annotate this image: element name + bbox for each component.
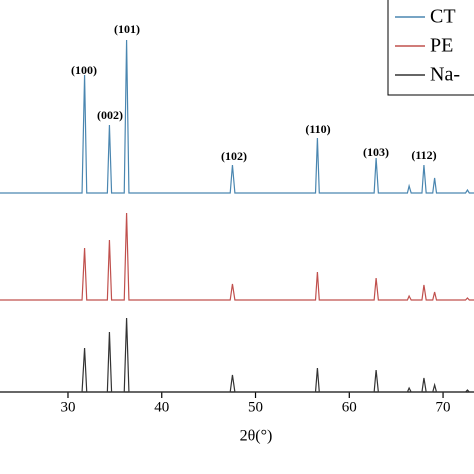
peak-label: (101) bbox=[114, 22, 140, 36]
series-line bbox=[0, 317, 474, 393]
legend-label: Na- bbox=[430, 64, 460, 86]
legend-label: CT bbox=[430, 6, 456, 28]
legend-box bbox=[387, 0, 474, 96]
peak-label: (002) bbox=[97, 108, 123, 122]
x-tick-label: 60 bbox=[342, 399, 357, 415]
series-line bbox=[0, 212, 474, 301]
peak-label: (100) bbox=[71, 63, 97, 77]
peak-label: (102) bbox=[221, 149, 247, 163]
legend-label: PE bbox=[430, 35, 453, 57]
x-tick-label: 30 bbox=[60, 399, 75, 415]
x-tick-label: 50 bbox=[248, 399, 263, 415]
peak-label: (103) bbox=[363, 145, 389, 159]
peak-label: (110) bbox=[305, 122, 330, 136]
series-line bbox=[0, 39, 474, 194]
x-axis-label: 2θ(°) bbox=[240, 428, 273, 445]
x-tick-label: 70 bbox=[436, 399, 451, 415]
x-tick-label: 40 bbox=[154, 399, 169, 415]
peak-label: (112) bbox=[411, 148, 436, 162]
